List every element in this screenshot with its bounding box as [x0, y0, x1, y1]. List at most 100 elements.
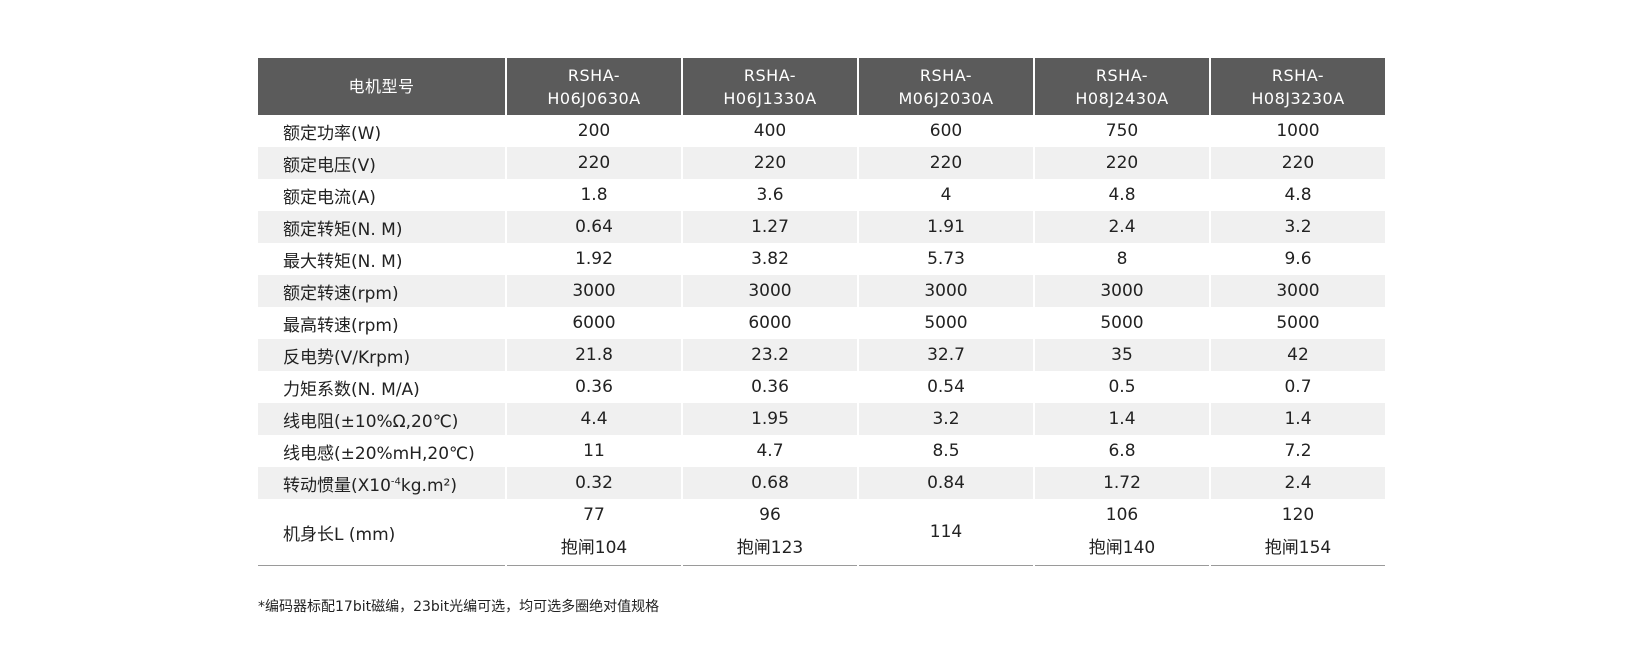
table-cell: 4.8: [1284, 185, 1312, 205]
length-value: 114: [929, 521, 963, 542]
table-cell: 0.84: [859, 467, 1033, 499]
table-cell: 600: [929, 121, 963, 141]
table-row: 线电感(±20%mH,20℃) 11 4.7 8.5 6.8 7.2: [258, 435, 1385, 467]
table-cell: 32.7: [859, 339, 1033, 371]
table-cell: 5000: [1276, 313, 1320, 333]
table-row: 线电阻(±10%Ω,20℃) 4.4 1.95 3.2 1.4 1.4: [258, 403, 1385, 435]
table-cell: 3000: [1211, 275, 1385, 307]
row-label: 机身长L (mm): [258, 499, 505, 566]
table-row: 最高转速(rpm) 6000 6000 5000 5000 5000: [258, 307, 1385, 339]
table-cell: 1.8: [580, 185, 608, 205]
table-cell: 3000: [683, 275, 857, 307]
table-cell: 35: [1035, 339, 1209, 371]
table-cell: 3.82: [751, 249, 789, 269]
length-value: 106: [1105, 505, 1139, 525]
row-label: 线电阻(±10%Ω,20℃): [258, 403, 505, 435]
brake-length-value: 抱闸123: [736, 538, 804, 558]
table-cell: 0.32: [507, 467, 681, 499]
table-cell: 23.2: [683, 339, 857, 371]
row-label: 额定电流(A): [283, 187, 376, 208]
model-header-cell: RSHA- H06J1330A: [683, 58, 857, 115]
model-header-label: 电机型号: [258, 58, 505, 115]
table-cell: 5000: [1100, 313, 1144, 333]
table-cell: 200: [577, 121, 611, 141]
table-cell: 3000: [1035, 275, 1209, 307]
footnote: *编码器标配17bit磁编，23bit光编可选，均可选多圈绝对值规格: [258, 599, 660, 615]
brake-length-value: 抱闸140: [1088, 538, 1156, 558]
row-label: 线电感(±20%mH,20℃): [283, 443, 475, 464]
length-value: 96: [759, 505, 781, 525]
table-cell: 2.4: [1035, 211, 1209, 243]
table-row: 额定转速(rpm) 3000 3000 3000 3000 3000: [258, 275, 1385, 307]
table-cell: 1.4: [1211, 403, 1385, 435]
table-cell: 6000: [748, 313, 792, 333]
table-cell: 220: [1035, 147, 1209, 179]
table-row-length: 机身长L (mm) 77 抱闸104 96 抱闸123 114 106 抱闸140 120 抱闸1…: [258, 499, 1385, 566]
table-cell: 4.7: [756, 441, 784, 461]
table-cell: 1.27: [683, 211, 857, 243]
table-row: 额定功率(W) 200 400 600 750 1000: [258, 115, 1385, 147]
table-cell: 1.72: [1035, 467, 1209, 499]
row-label: 额定电压(V): [258, 147, 505, 179]
table-cell: 3.6: [756, 185, 784, 205]
length-value: 77: [583, 505, 605, 525]
table-cell: 1.95: [683, 403, 857, 435]
model-header-cell: RSHA- H08J2430A: [1035, 58, 1209, 115]
table-cell: 0.36: [575, 377, 613, 397]
table-cell: 0.36: [751, 377, 789, 397]
table-cell: 114: [859, 499, 1033, 566]
model-header-cell: RSHA- M06J2030A: [859, 58, 1033, 115]
table-row: 额定转矩(N. M) 0.64 1.27 1.91 2.4 3.2: [258, 211, 1385, 243]
table-cell: 5000: [924, 313, 968, 333]
length-value: 120: [1281, 505, 1315, 525]
table-cell: 11: [583, 441, 605, 461]
table-cell: 120 抱闸154: [1211, 499, 1385, 566]
table-cell: 42: [1211, 339, 1385, 371]
row-label: 最高转速(rpm): [283, 315, 399, 336]
table-cell: 6.8: [1108, 441, 1136, 461]
table-cell: 220: [1211, 147, 1385, 179]
table-cell: 5.73: [927, 249, 965, 269]
row-label: 反电势(V/Krpm): [258, 339, 505, 371]
model-header-cell: RSHA- H06J0630A: [507, 58, 681, 115]
table-header-row: 电机型号 RSHA- H06J0630A RSHA- H06J1330A RSHA-…: [258, 58, 1385, 115]
table-cell: 0.7: [1284, 377, 1312, 397]
table-cell: 2.4: [1211, 467, 1385, 499]
table-cell: 7.2: [1284, 441, 1312, 461]
table-cell: 8.5: [932, 441, 960, 461]
row-label: 转动惯量(X10-4kg.m²): [258, 467, 505, 499]
table-row: 转动惯量(X10-4kg.m²) 0.32 0.68 0.84 1.72 2.4: [258, 467, 1385, 499]
table-row: 反电势(V/Krpm) 21.8 23.2 32.7 35 42: [258, 339, 1385, 371]
table-row: 额定电流(A) 1.8 3.6 4 4.8 4.8: [258, 179, 1385, 211]
table-cell: 96 抱闸123: [683, 499, 857, 566]
row-label: 额定转速(rpm): [258, 275, 505, 307]
table-cell: 0.54: [927, 377, 965, 397]
table-cell: 21.8: [507, 339, 681, 371]
row-label: 额定功率(W): [283, 123, 382, 144]
table-row: 额定电压(V) 220 220 220 220 220: [258, 147, 1385, 179]
table-cell: 4.4: [507, 403, 681, 435]
table-cell: 220: [507, 147, 681, 179]
table-cell: 400: [753, 121, 787, 141]
table-cell: 8: [1116, 249, 1128, 269]
table-row: 力矩系数(N. M/A) 0.36 0.36 0.54 0.5 0.7: [258, 371, 1385, 403]
row-label: 额定转矩(N. M): [258, 211, 505, 243]
table-cell: 9.6: [1284, 249, 1312, 269]
table-cell: 3000: [859, 275, 1033, 307]
table-cell: 0.64: [507, 211, 681, 243]
table-cell: 77 抱闸104: [507, 499, 681, 566]
motor-spec-table: 电机型号 RSHA- H06J0630A RSHA- H06J1330A RSHA-…: [256, 58, 1387, 566]
table-cell: 3.2: [859, 403, 1033, 435]
table-cell: 750: [1105, 121, 1139, 141]
table-cell: 3000: [507, 275, 681, 307]
row-label: 最大转矩(N. M): [283, 251, 403, 272]
table-cell: 106 抱闸140: [1035, 499, 1209, 566]
table-cell: 0.68: [683, 467, 857, 499]
brake-length-value: 抱闸104: [560, 538, 628, 558]
row-label: 力矩系数(N. M/A): [283, 379, 420, 400]
table-cell: 4.8: [1108, 185, 1136, 205]
table-cell: 4: [940, 185, 952, 205]
table-cell: 0.5: [1108, 377, 1136, 397]
table-cell: 1000: [1276, 121, 1320, 141]
table-row: 最大转矩(N. M) 1.92 3.82 5.73 8 9.6: [258, 243, 1385, 275]
